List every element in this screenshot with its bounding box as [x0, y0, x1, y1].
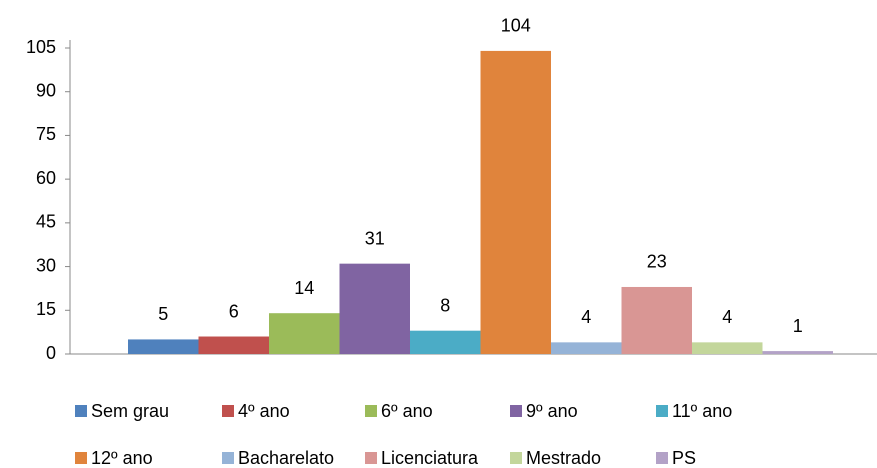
y-tick-label: 75 — [36, 124, 56, 144]
data-label: 104 — [501, 16, 531, 36]
legend-swatch — [656, 405, 668, 417]
legend-label: 6º ano — [381, 401, 433, 421]
legend-swatch — [365, 405, 377, 417]
data-label: 14 — [294, 278, 314, 298]
data-label: 5 — [158, 304, 168, 324]
legend-label: PS — [672, 448, 696, 468]
data-label: 1 — [793, 316, 803, 336]
legend-swatch — [365, 452, 377, 464]
bar — [128, 339, 199, 354]
legend-label: Mestrado — [526, 448, 601, 468]
data-label: 4 — [722, 307, 732, 327]
y-tick-label: 45 — [36, 212, 56, 232]
legend-label: 11º ano — [672, 401, 732, 421]
bar — [339, 263, 410, 354]
legend-swatch — [222, 405, 234, 417]
bar — [551, 342, 622, 354]
y-tick-label: 90 — [36, 80, 56, 100]
legend-label: Sem grau — [91, 401, 169, 421]
legend-label: Licenciatura — [381, 448, 479, 468]
y-tick-label: 15 — [36, 299, 56, 319]
bar — [480, 50, 551, 355]
y-tick-label: 105 — [26, 37, 56, 57]
legend-swatch — [510, 452, 522, 464]
legend-swatch — [656, 452, 668, 464]
legend-swatch — [510, 405, 522, 417]
y-tick-label: 0 — [46, 343, 56, 363]
bar — [692, 342, 763, 354]
y-tick-label: 60 — [36, 168, 56, 188]
bar — [410, 330, 481, 354]
data-label: 4 — [581, 307, 591, 327]
data-label: 31 — [365, 228, 385, 248]
legend-label: 9º ano — [526, 401, 578, 421]
data-label: 8 — [440, 295, 450, 315]
legend-label: 12º ano — [91, 448, 153, 468]
y-tick-label: 30 — [36, 255, 56, 275]
legend-label: 4º ano — [238, 401, 290, 421]
bar — [198, 336, 269, 354]
legend-swatch — [75, 452, 87, 464]
data-label: 23 — [647, 252, 667, 272]
legend-swatch — [222, 452, 234, 464]
legend-label: Bacharelato — [238, 448, 334, 468]
bar — [621, 286, 692, 354]
bar — [269, 313, 340, 354]
data-label: 6 — [229, 301, 239, 321]
legend-swatch — [75, 405, 87, 417]
bar — [762, 351, 833, 354]
